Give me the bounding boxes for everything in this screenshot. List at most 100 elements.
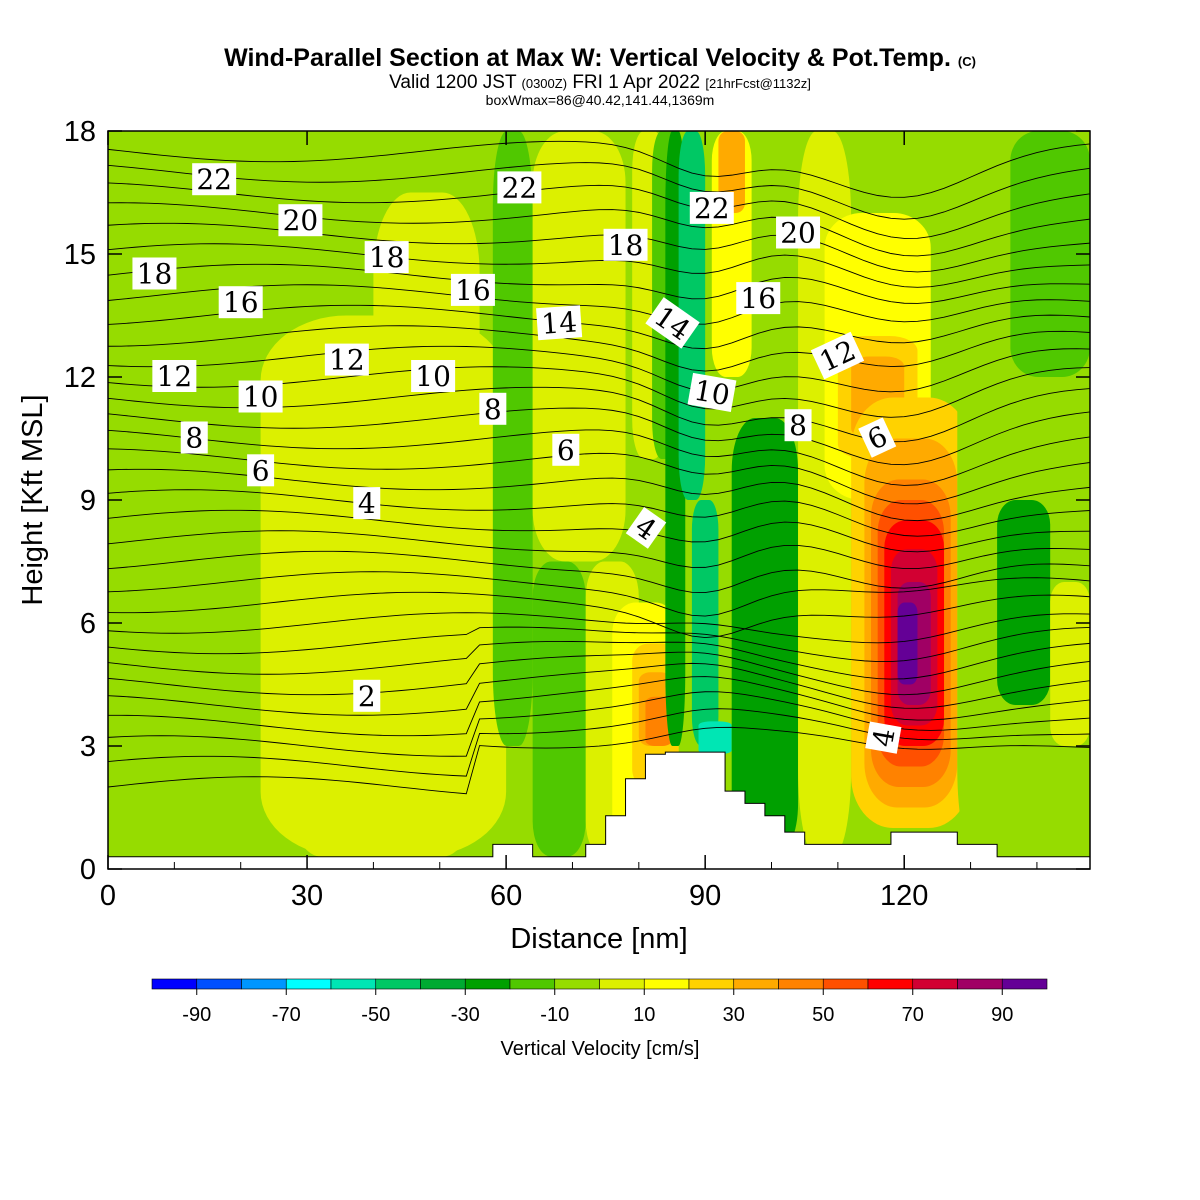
theta-contour-line [108,202,1090,257]
contour-label: 6 [552,433,580,467]
contour-label-box [536,305,583,341]
contour-label: 12 [324,343,369,377]
theta-contour-line [108,140,1090,198]
contour-label-text: 18 [137,258,173,291]
y-axis-label: Height [Kft MSL] [17,394,49,605]
chart-title: Wind-Parallel Section at Max W: Vertical… [0,44,1200,73]
contour-label: 16 [218,286,263,319]
contour-label-box [858,417,897,458]
velocity-cell [532,561,586,857]
colorbar-swatch [554,978,600,990]
contour-label-text: 8 [484,393,502,426]
contour-label-box [278,204,323,237]
velocity-cell [731,418,799,857]
theta-contour-line [108,626,1090,663]
contour-label: 18 [603,228,648,262]
contour-label: 22 [192,163,237,196]
contour-label-text: 16 [455,274,491,307]
contour-label-text: 16 [223,286,259,319]
contour-label-box [411,360,456,392]
colorbar-swatch [330,978,377,990]
colorbar: -90 -70 -50 -30 -10 10 30 50 70 90 [151,978,1048,1026]
colorbar-tick-label: 70 [902,1004,924,1026]
y-tick-label: 0 [80,854,96,886]
theta-contour-line [108,489,1090,537]
y-tick-label: 18 [64,116,96,148]
contour-label: 20 [776,216,821,250]
contour-label: 4 [353,487,381,520]
colorbar-swatch [778,978,824,990]
valid-prefix: Valid 1200 JST [389,72,517,93]
velocity-field [108,131,1090,869]
contour-label-box [784,409,812,442]
contour-label: 8 [784,409,812,442]
contour-label-box [152,360,197,392]
colorbar-swatch [509,978,556,990]
contour-label-text: 12 [329,344,365,377]
contour-label-text: 4 [866,726,902,749]
contour-label-text: 16 [740,282,776,315]
colorbar-swatch [957,978,1003,990]
colorbar-swatch [1001,978,1048,990]
theta-contour-line [108,691,1090,757]
contour-label: 20 [278,204,323,237]
contour-label-box [645,297,700,349]
theta-contour-line [108,284,1090,325]
contour-label-text: 20 [780,217,816,250]
theta-contour-line [108,162,1090,220]
contour-label-box [736,282,781,315]
contour-label: 10 [687,372,737,412]
velocity-cell [492,131,533,746]
velocity-cell [293,500,374,857]
valid-date: FRI 1 Apr 2022 [572,72,701,93]
x-tick-label: 90 [689,880,721,912]
theta-contour-line [108,263,1090,304]
contour-label-text: 18 [369,241,405,274]
contour-label-box [479,392,507,425]
x-axis-label: Distance [nm] [510,923,687,955]
contour-label: 16 [450,273,495,307]
axes: 0 30 60 90 120 0 3 6 9 12 15 18 [64,116,1090,912]
theta-contour-line [108,243,1090,288]
theta-contour-line [108,429,1090,486]
contour-label-box [810,331,865,380]
theta-contour-line [108,662,1090,716]
contour-label-box [218,286,263,319]
contour-label: 22 [497,171,542,204]
contour-label-text: 10 [415,360,451,393]
colorbar-tick-label: 90 [991,1004,1013,1026]
contour-label-text: 6 [557,434,575,467]
contour-label-text: 22 [196,163,232,196]
contour-label-text: 8 [789,409,807,442]
y-tick-label: 12 [64,362,96,394]
y-tick-label: 9 [80,485,96,517]
theta-contour-line [108,726,1090,795]
theta-contour-line [108,612,1090,644]
terrain-mask [107,751,1091,870]
contour-label-box [180,421,208,454]
contour-label: 10 [238,380,283,414]
contour-label-box [450,273,495,306]
contour-label: 2 [353,679,381,713]
contour-label: 4 [865,721,902,754]
colorbar-swatch [822,978,869,990]
colorbar-swatch [733,978,779,990]
contour-label-text: 22 [694,192,730,225]
theta-contour-line [108,407,1090,466]
theta-contour-line [108,676,1090,737]
theta-contour-line [108,571,1090,617]
contour-label-text: 12 [157,360,193,393]
colorbar-tick-label: 30 [723,1004,745,1026]
colorbar-swatch [643,978,690,990]
colorbar-swatch [151,978,198,990]
contour-label-box [324,343,369,376]
chart-subtitle: Valid 1200 JST (0300Z) FRI 1 Apr 2022 [2… [0,72,1200,94]
x-tick-label: 120 [880,880,928,912]
contour-label-text: 6 [252,454,270,487]
colorbar-label: Vertical Velocity [cm/s] [500,1038,700,1060]
contour-label-text: 2 [358,680,376,713]
contour-label: 18 [364,241,409,274]
theta-contour-line [108,509,1090,553]
velocity-cell [532,131,626,562]
